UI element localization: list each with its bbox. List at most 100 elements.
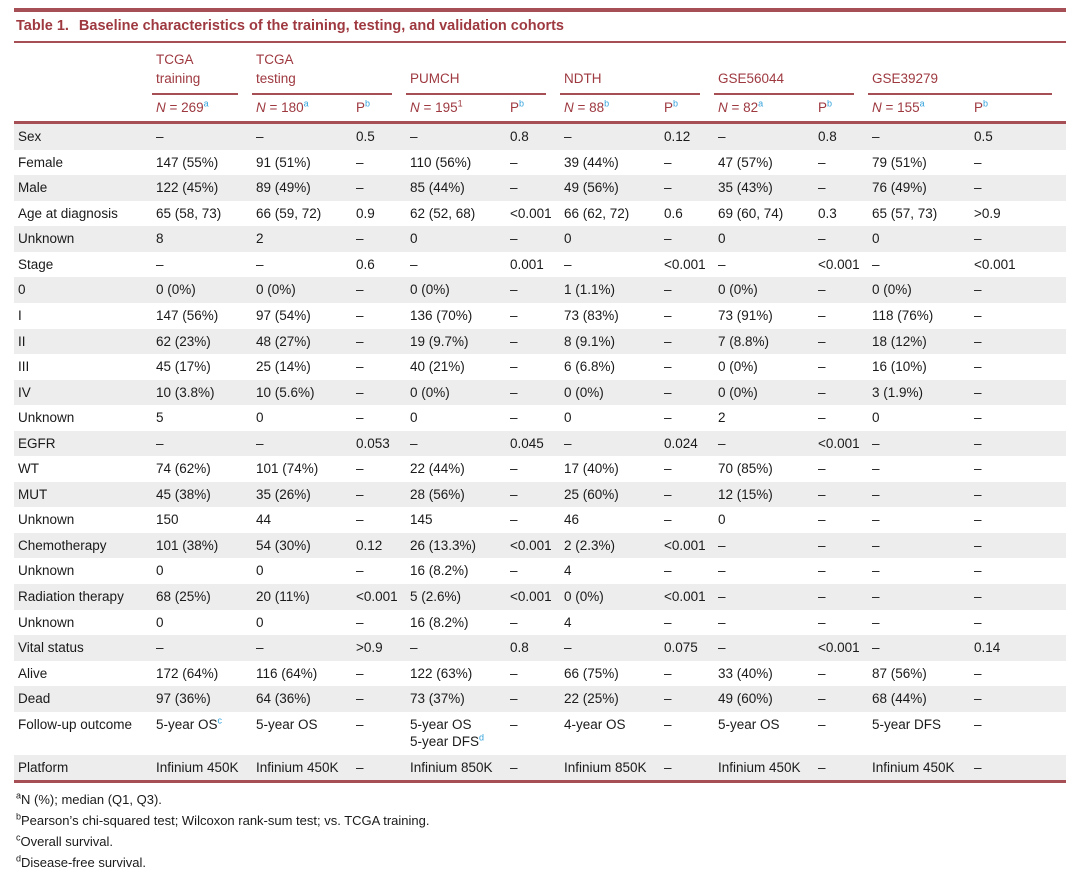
table-row-unknown: Unknown 0 0 – 16 (8.2%) – 4 – – – – – [14, 610, 1066, 636]
cell: – [510, 665, 518, 681]
cell: 22 (25%) [564, 691, 619, 707]
cell: 66 (59, 72) [256, 205, 322, 221]
row-label: Unknown [18, 614, 75, 630]
cell: – [410, 256, 418, 272]
row-label: Stage [18, 256, 54, 272]
cell: – [718, 256, 726, 272]
cell: 7 (8.8%) [718, 333, 770, 349]
cell: – [356, 384, 364, 400]
cell: <0.001 [974, 256, 1016, 272]
cell: – [974, 589, 982, 605]
cell: – [718, 537, 726, 553]
cell: 0 [256, 614, 264, 630]
cell: – [510, 180, 518, 196]
cell: – [510, 563, 518, 579]
cell: – [818, 614, 826, 630]
cell: 6 (6.8%) [564, 359, 616, 375]
group-header-tcga-testing: TCGA testing [252, 43, 406, 96]
group-header-gse56044: GSE56044 [714, 43, 868, 96]
cell: – [256, 435, 264, 451]
cell: – [510, 154, 518, 170]
cell: 49 (60%) [718, 691, 773, 707]
n-cell-gse39279: N = 155a [868, 95, 970, 125]
cell: – [818, 308, 826, 323]
cell: 5-year OS [718, 716, 780, 732]
cell: 44 [256, 512, 272, 528]
corner-cell [14, 43, 152, 95]
row-label: 0 [18, 282, 26, 298]
baseline-characteristics-table: TCGA training TCGA testing PUMCH NDTH GSE560… [14, 43, 1066, 784]
cell: 16 (8.2%) [410, 563, 469, 579]
cell: 46 [564, 512, 580, 528]
cell: – [818, 589, 826, 605]
cell: 5-year DFS [872, 716, 942, 732]
cell: 0.12 [664, 129, 691, 145]
cell: 0 (0%) [156, 282, 196, 298]
cell: – [872, 614, 880, 630]
cell: – [564, 435, 572, 451]
cell: 0 (0%) [564, 384, 604, 400]
cell: 1 (1.1%) [564, 282, 616, 298]
cell: 0 [872, 231, 880, 247]
cell: 0 [156, 563, 164, 579]
cell: – [256, 640, 264, 656]
row-label: Vital status [18, 640, 84, 656]
cell: – [872, 640, 880, 656]
cell: 0.12 [356, 537, 383, 553]
cell: 0 [564, 231, 572, 247]
cell: 4 [564, 614, 572, 630]
cell: 47 (57%) [718, 154, 773, 170]
cell: 0.5 [974, 129, 993, 145]
cell: 145 [410, 512, 433, 528]
cell: 0.8 [818, 129, 837, 145]
cell: 26 (13.3%) [410, 537, 477, 553]
row-label: IV [18, 384, 31, 400]
table-row-0: 0 0 (0%) 0 (0%) – 0 (0%) – 1 (1.1%) – 0 (0%) – 0 (… [14, 277, 1066, 303]
table-row-i: I 147 (56%) 97 (54%) – 136 (70%) – 73 (83%) – 73… [14, 303, 1066, 329]
cell: – [818, 231, 826, 247]
cell: 87 (56%) [872, 665, 927, 681]
cell: – [510, 691, 518, 707]
cell: 0.045 [510, 435, 544, 451]
cell: – [356, 231, 364, 247]
n-cell-ndth: N = 88b [560, 95, 660, 125]
cell: 5-year OS 5-year DFSd [410, 716, 485, 750]
table-row-age-at-diagnosis: Age at diagnosis 65 (58, 73) 66 (59, 72) 0.… [14, 201, 1066, 227]
cell: – [156, 435, 164, 451]
cell: – [974, 154, 982, 170]
cell: <0.001 [510, 205, 552, 221]
n-cell-gse56044: N = 82a [714, 95, 814, 125]
row-label: Unknown [18, 410, 75, 426]
cell: 79 (51%) [872, 154, 927, 170]
cell: Infinium 450K [714, 754, 814, 784]
cell: 22 (44%) [410, 461, 465, 477]
cell: 0.001 [510, 256, 544, 272]
cell: – [664, 512, 672, 528]
cell: 0.14 [974, 640, 1001, 656]
cell: <0.001 [664, 256, 706, 272]
cell: 68 (25%) [156, 589, 211, 605]
cell: – [156, 129, 164, 145]
table-row-platform: Platform Infinium 450K Infinium 450K – Infin… [14, 754, 1066, 784]
cell: – [256, 256, 264, 272]
cell: 4-year OS [564, 716, 626, 732]
cell: – [974, 512, 982, 528]
cell: – [974, 537, 982, 553]
cell: – [818, 691, 826, 707]
cell: – [818, 384, 826, 400]
table-row-egfr: EGFR – –0.053–0.045–0.024– <0.001– – [14, 430, 1066, 457]
table-row-unknown: Unknown 8 2 – 0 – 0 – 0 – 0 – [14, 226, 1066, 252]
cell: 0 [156, 614, 164, 630]
cell: – [356, 333, 364, 349]
cell: – [718, 129, 726, 145]
row-label: Dead [18, 691, 51, 707]
cell: 118 (76%) [872, 308, 934, 323]
cell: – [510, 716, 518, 732]
cell: – [664, 180, 672, 196]
row-label: EGFR [18, 435, 56, 451]
row-label: I [18, 308, 22, 323]
cell: 45 (38%) [156, 486, 211, 502]
cell: – [872, 563, 880, 579]
cell: – [974, 614, 982, 630]
n-cell-pumch: N = 1951 [406, 95, 506, 125]
